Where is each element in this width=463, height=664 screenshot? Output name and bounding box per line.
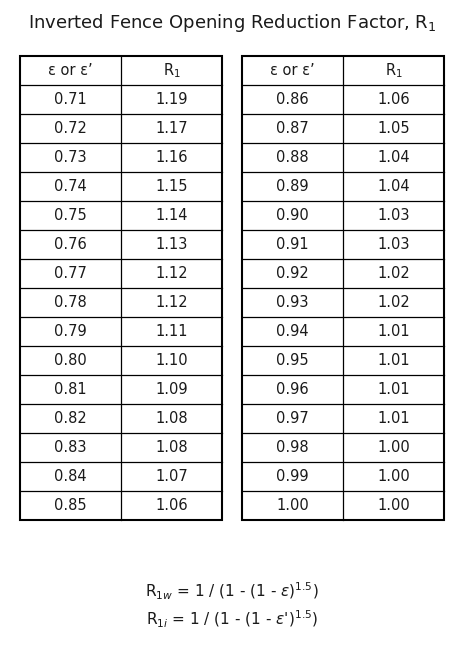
Text: 1.02: 1.02: [376, 266, 409, 281]
Text: 1.19: 1.19: [155, 92, 188, 107]
Text: ε or ε’: ε or ε’: [48, 63, 93, 78]
Text: 1.08: 1.08: [155, 411, 188, 426]
Text: 0.76: 0.76: [54, 237, 87, 252]
Text: R$_{1i}$ = 1 / (1 - (1 - $\varepsilon$')$^{1.5}$): R$_{1i}$ = 1 / (1 - (1 - $\varepsilon$')…: [145, 609, 318, 630]
Text: 1.03: 1.03: [376, 237, 409, 252]
Text: 0.79: 0.79: [54, 324, 87, 339]
Text: 1.05: 1.05: [376, 121, 409, 136]
Text: 1.14: 1.14: [155, 208, 188, 223]
Text: 1.02: 1.02: [376, 295, 409, 310]
Text: 0.77: 0.77: [54, 266, 87, 281]
Text: 0.83: 0.83: [54, 440, 87, 455]
Text: 0.97: 0.97: [275, 411, 308, 426]
Text: 0.87: 0.87: [275, 121, 308, 136]
Text: 0.71: 0.71: [54, 92, 87, 107]
Text: 0.92: 0.92: [275, 266, 308, 281]
Text: 0.75: 0.75: [54, 208, 87, 223]
Text: 0.85: 0.85: [54, 498, 87, 513]
Text: R$_1$: R$_1$: [384, 61, 401, 80]
Text: 0.89: 0.89: [275, 179, 308, 194]
Text: 1.11: 1.11: [155, 324, 188, 339]
Text: 1.04: 1.04: [376, 150, 409, 165]
Text: 1.12: 1.12: [155, 295, 188, 310]
Text: 0.98: 0.98: [275, 440, 308, 455]
Text: 0.84: 0.84: [54, 469, 87, 484]
Text: 0.96: 0.96: [275, 382, 308, 397]
Text: 0.99: 0.99: [275, 469, 308, 484]
Bar: [20, 56, 221, 520]
Text: 0.73: 0.73: [54, 150, 87, 165]
Text: 0.78: 0.78: [54, 295, 87, 310]
Text: 0.81: 0.81: [54, 382, 87, 397]
Text: R$_{1w}$ = 1 / (1 - (1 - $\varepsilon$)$^{1.5}$): R$_{1w}$ = 1 / (1 - (1 - $\varepsilon$)$…: [145, 581, 318, 602]
Text: 0.82: 0.82: [54, 411, 87, 426]
Text: 0.80: 0.80: [54, 353, 87, 368]
Text: 1.17: 1.17: [155, 121, 188, 136]
Text: 1.00: 1.00: [376, 469, 409, 484]
Text: 1.13: 1.13: [155, 237, 187, 252]
Text: 0.95: 0.95: [275, 353, 308, 368]
Text: 0.86: 0.86: [275, 92, 308, 107]
Text: 1.03: 1.03: [376, 208, 409, 223]
Text: 0.93: 0.93: [275, 295, 308, 310]
Text: 0.90: 0.90: [275, 208, 308, 223]
Text: 1.00: 1.00: [275, 498, 308, 513]
Text: 1.04: 1.04: [376, 179, 409, 194]
Text: 1.06: 1.06: [155, 498, 188, 513]
Text: 1.01: 1.01: [376, 324, 409, 339]
Text: 1.00: 1.00: [376, 498, 409, 513]
Text: 1.01: 1.01: [376, 353, 409, 368]
Text: 0.74: 0.74: [54, 179, 87, 194]
Text: 0.94: 0.94: [275, 324, 308, 339]
Text: 0.91: 0.91: [275, 237, 308, 252]
Text: 1.01: 1.01: [376, 411, 409, 426]
Text: 0.72: 0.72: [54, 121, 87, 136]
Text: 1.01: 1.01: [376, 382, 409, 397]
Text: ε or ε’: ε or ε’: [269, 63, 314, 78]
Text: 1.00: 1.00: [376, 440, 409, 455]
Text: Inverted Fence Opening Reduction Factor, R$_1$: Inverted Fence Opening Reduction Factor,…: [28, 12, 435, 34]
Text: 1.15: 1.15: [155, 179, 188, 194]
Text: 1.09: 1.09: [155, 382, 188, 397]
Text: 1.16: 1.16: [155, 150, 188, 165]
Text: 1.08: 1.08: [155, 440, 188, 455]
Bar: [242, 56, 443, 520]
Text: 1.07: 1.07: [155, 469, 188, 484]
Text: 1.06: 1.06: [376, 92, 409, 107]
Text: 0.88: 0.88: [275, 150, 308, 165]
Text: 1.10: 1.10: [155, 353, 188, 368]
Text: 1.12: 1.12: [155, 266, 188, 281]
Text: R$_1$: R$_1$: [162, 61, 180, 80]
